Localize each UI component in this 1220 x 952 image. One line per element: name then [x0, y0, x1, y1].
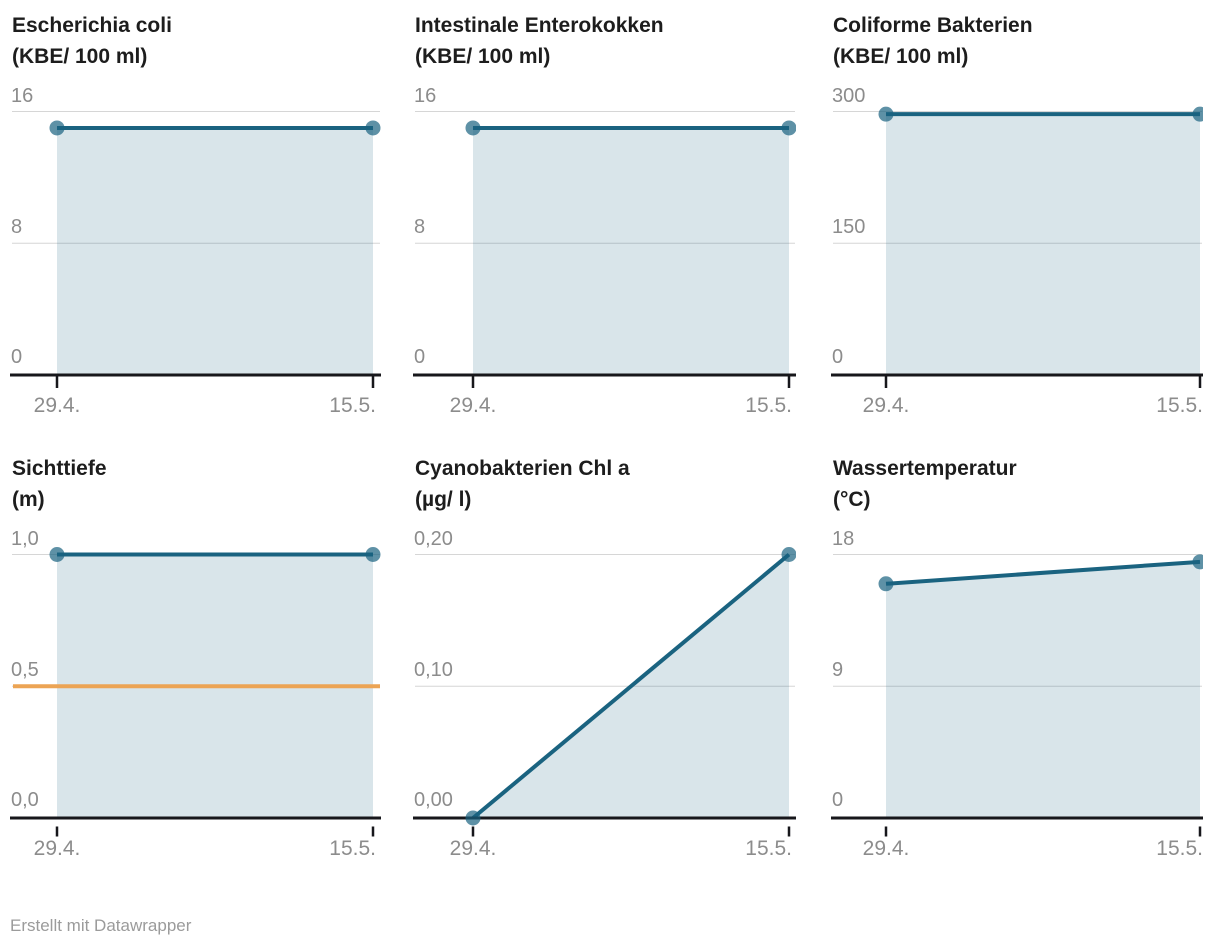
- x-axis-label-start: 29.4.: [449, 837, 497, 860]
- chart-panel-coliforme-bakterien: Coliforme Bakterien (KBE/ 100 ml) 300 15…: [831, 10, 1203, 420]
- plot-area: [831, 10, 1203, 420]
- x-axis-label-end: 15.5.: [329, 394, 376, 417]
- x-axis-label-end: 15.5.: [329, 837, 376, 860]
- chart-title-unit: (KBE/ 100 ml): [415, 45, 551, 68]
- y-axis-label-zero: 0: [832, 346, 844, 368]
- x-axis-label-start: 29.4.: [33, 394, 81, 417]
- plot-area: [413, 453, 796, 863]
- y-axis-label-zero: 0,0: [11, 789, 39, 811]
- chart-title-unit: (°C): [833, 488, 871, 511]
- plot-area: [413, 10, 796, 420]
- y-axis-label-max: 16: [414, 85, 437, 107]
- y-axis-label-max: 300: [832, 85, 866, 107]
- chart-title-unit: (µg/ l): [415, 488, 472, 511]
- datawrapper-credit-link[interactable]: Erstellt mit Datawrapper: [10, 916, 192, 935]
- chart-title-unit: (KBE/ 100 ml): [833, 45, 969, 68]
- chart-title-name: Cyanobakterien Chl a: [415, 457, 630, 480]
- chart-panel-wassertemperatur: Wassertemperatur (°C) 18 9 0 29.4. 15.5.: [831, 453, 1203, 863]
- chart-title-name: Coliforme Bakterien: [833, 14, 1033, 37]
- x-axis-label-start: 29.4.: [862, 394, 910, 417]
- y-axis-label-zero: 0: [11, 346, 23, 368]
- chart-title: Cyanobakterien Chl a (µg/ l): [415, 453, 630, 515]
- chart-title-name: Wassertemperatur: [833, 457, 1017, 480]
- y-axis-label-mid: 8: [414, 216, 426, 238]
- y-axis-label-mid: 9: [832, 659, 844, 681]
- y-axis-label-max: 16: [11, 85, 34, 107]
- x-axis-label-end: 15.5.: [1156, 394, 1203, 417]
- plot-area: [10, 10, 381, 420]
- y-axis-label-max: 1,0: [11, 528, 39, 550]
- y-axis-label-zero: 0: [832, 789, 844, 811]
- chart-panel-intestinale-enterokokken: Intestinale Enterokokken (KBE/ 100 ml) 1…: [413, 10, 796, 420]
- chart-title: Intestinale Enterokokken (KBE/ 100 ml): [415, 10, 664, 72]
- chart-title: Coliforme Bakterien (KBE/ 100 ml): [833, 10, 1033, 72]
- y-axis-label-mid: 0,5: [11, 659, 39, 681]
- chart-title: Wassertemperatur (°C): [833, 453, 1017, 515]
- x-axis-label-end: 15.5.: [745, 837, 792, 860]
- plot-area: [10, 453, 381, 863]
- x-axis-label-end: 15.5.: [745, 394, 792, 417]
- y-axis-label-mid: 150: [832, 216, 866, 238]
- chart-title: Escherichia coli (KBE/ 100 ml): [12, 10, 172, 72]
- chart-title-unit: (m): [12, 488, 45, 511]
- y-axis-label-zero: 0: [414, 346, 426, 368]
- x-axis-label-end: 15.5.: [1156, 837, 1203, 860]
- chart-title-name: Escherichia coli: [12, 14, 172, 37]
- x-axis-label-start: 29.4.: [862, 837, 910, 860]
- chart-panel-cyanobakterien: Cyanobakterien Chl a (µg/ l) 0,20 0,10 0…: [413, 453, 796, 863]
- chart-title-unit: (KBE/ 100 ml): [12, 45, 148, 68]
- chart-panel-sichttiefe: Sichttiefe (m) 1,0 0,5 0,0 29.4. 15.5.: [10, 453, 381, 863]
- chart-title-name: Sichttiefe: [12, 457, 107, 480]
- chart-title: Sichttiefe (m): [12, 453, 107, 515]
- x-axis-label-start: 29.4.: [33, 837, 81, 860]
- chart-panel-escherichia-coli: Escherichia coli (KBE/ 100 ml) 16 8 0 29…: [10, 10, 381, 420]
- y-axis-label-max: 0,20: [414, 528, 453, 550]
- y-axis-label-mid: 8: [11, 216, 23, 238]
- plot-area: [831, 453, 1203, 863]
- x-axis-label-start: 29.4.: [449, 394, 497, 417]
- y-axis-label-max: 18: [832, 528, 855, 550]
- y-axis-label-zero: 0,00: [414, 789, 453, 811]
- y-axis-label-mid: 0,10: [414, 659, 453, 681]
- chart-title-name: Intestinale Enterokokken: [415, 14, 664, 37]
